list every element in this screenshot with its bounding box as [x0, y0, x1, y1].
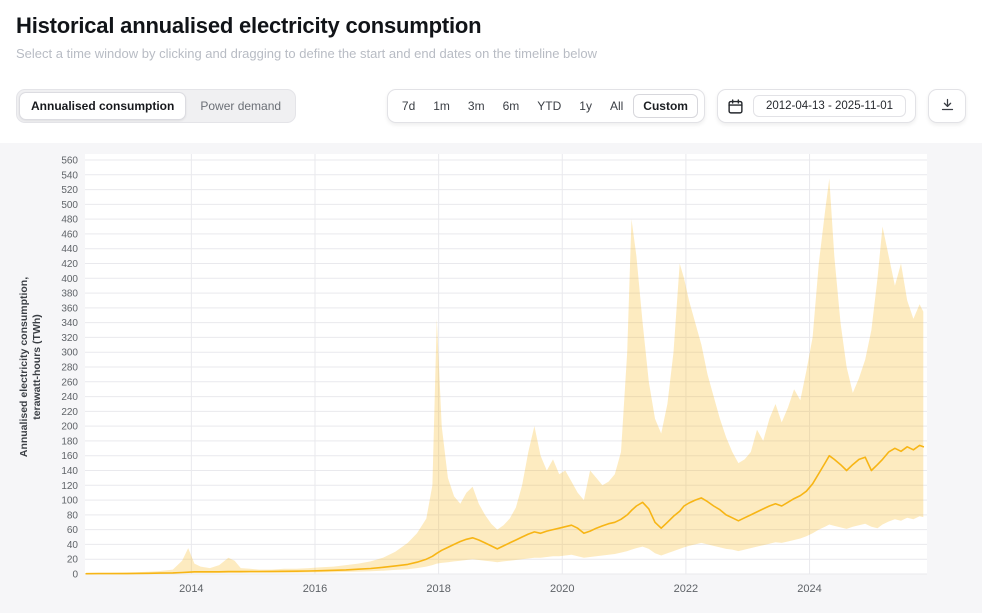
- svg-text:520: 520: [61, 185, 78, 196]
- svg-text:100: 100: [61, 496, 78, 507]
- svg-text:540: 540: [61, 170, 78, 181]
- svg-text:20: 20: [67, 555, 79, 566]
- range-button-1y[interactable]: 1y: [571, 94, 600, 118]
- chart-canvas[interactable]: 0 20 40 60 80 100 120 140 160 180 200 220 240 260 280 3…: [0, 143, 982, 608]
- range-button-7d[interactable]: 7d: [394, 94, 423, 118]
- svg-text:180: 180: [61, 436, 78, 447]
- chart-section: 0 20 40 60 80 100 120 140 160 180 200 220 240 260 280 3…: [0, 143, 982, 613]
- controls-bar: Annualised consumption Power demand 7d 1…: [0, 69, 982, 143]
- svg-text:560: 560: [61, 156, 78, 167]
- svg-text:420: 420: [61, 259, 78, 270]
- svg-text:140: 140: [61, 466, 78, 477]
- svg-text:340: 340: [61, 318, 78, 329]
- svg-text:160: 160: [61, 451, 78, 462]
- svg-text:360: 360: [61, 303, 78, 314]
- svg-text:280: 280: [61, 363, 78, 374]
- date-range-value[interactable]: 2012-04-13 - 2025-11-01: [752, 95, 906, 118]
- svg-text:120: 120: [61, 481, 78, 492]
- svg-text:terawatt-hours (TWh): terawatt-hours (TWh): [31, 314, 43, 420]
- page-subtitle: Select a time window by clicking and dra…: [16, 46, 598, 61]
- range-button-1m[interactable]: 1m: [425, 94, 458, 118]
- svg-text:0: 0: [72, 570, 78, 581]
- svg-text:460: 460: [61, 229, 78, 240]
- svg-text:80: 80: [67, 510, 79, 521]
- date-range-picker[interactable]: 2012-04-13 - 2025-11-01: [716, 89, 916, 124]
- range-button-ytd[interactable]: YTD: [529, 94, 569, 118]
- svg-text:2016: 2016: [303, 583, 327, 595]
- download-button[interactable]: [928, 89, 966, 124]
- svg-text:260: 260: [61, 377, 78, 388]
- svg-text:2022: 2022: [674, 583, 698, 595]
- svg-text:380: 380: [61, 289, 78, 300]
- svg-text:Annualised electricity consump: Annualised electricity consumption,: [18, 277, 30, 457]
- calendar-icon[interactable]: [727, 98, 744, 115]
- svg-text:300: 300: [61, 348, 78, 359]
- svg-text:480: 480: [61, 215, 78, 226]
- svg-text:2018: 2018: [426, 583, 450, 595]
- svg-text:60: 60: [67, 525, 79, 536]
- svg-text:440: 440: [61, 244, 78, 255]
- svg-text:220: 220: [61, 407, 78, 418]
- svg-text:320: 320: [61, 333, 78, 344]
- svg-text:2020: 2020: [550, 583, 574, 595]
- right-controls: 7d 1m 3m 6m YTD 1y All Custom: [386, 89, 966, 124]
- svg-text:240: 240: [61, 392, 78, 403]
- toggle-power-demand[interactable]: Power demand: [188, 92, 293, 120]
- svg-text:400: 400: [61, 274, 78, 285]
- view-toggle-group: Annualised consumption Power demand: [16, 89, 297, 124]
- download-icon: [940, 97, 955, 115]
- range-button-all[interactable]: All: [602, 94, 631, 118]
- header: Historical annualised electricity consum…: [0, 0, 982, 69]
- svg-text:200: 200: [61, 422, 78, 433]
- svg-text:2014: 2014: [179, 583, 203, 595]
- range-button-custom[interactable]: Custom: [633, 94, 698, 119]
- svg-text:2024: 2024: [797, 583, 821, 595]
- time-range-group: 7d 1m 3m 6m YTD 1y All Custom: [386, 89, 705, 124]
- svg-text:500: 500: [61, 200, 78, 211]
- range-button-6m[interactable]: 6m: [495, 94, 528, 118]
- svg-text:40: 40: [67, 540, 79, 551]
- range-button-3m[interactable]: 3m: [460, 94, 493, 118]
- toggle-annualised-consumption[interactable]: Annualised consumption: [19, 92, 187, 121]
- page-title: Historical annualised electricity consum…: [16, 13, 482, 38]
